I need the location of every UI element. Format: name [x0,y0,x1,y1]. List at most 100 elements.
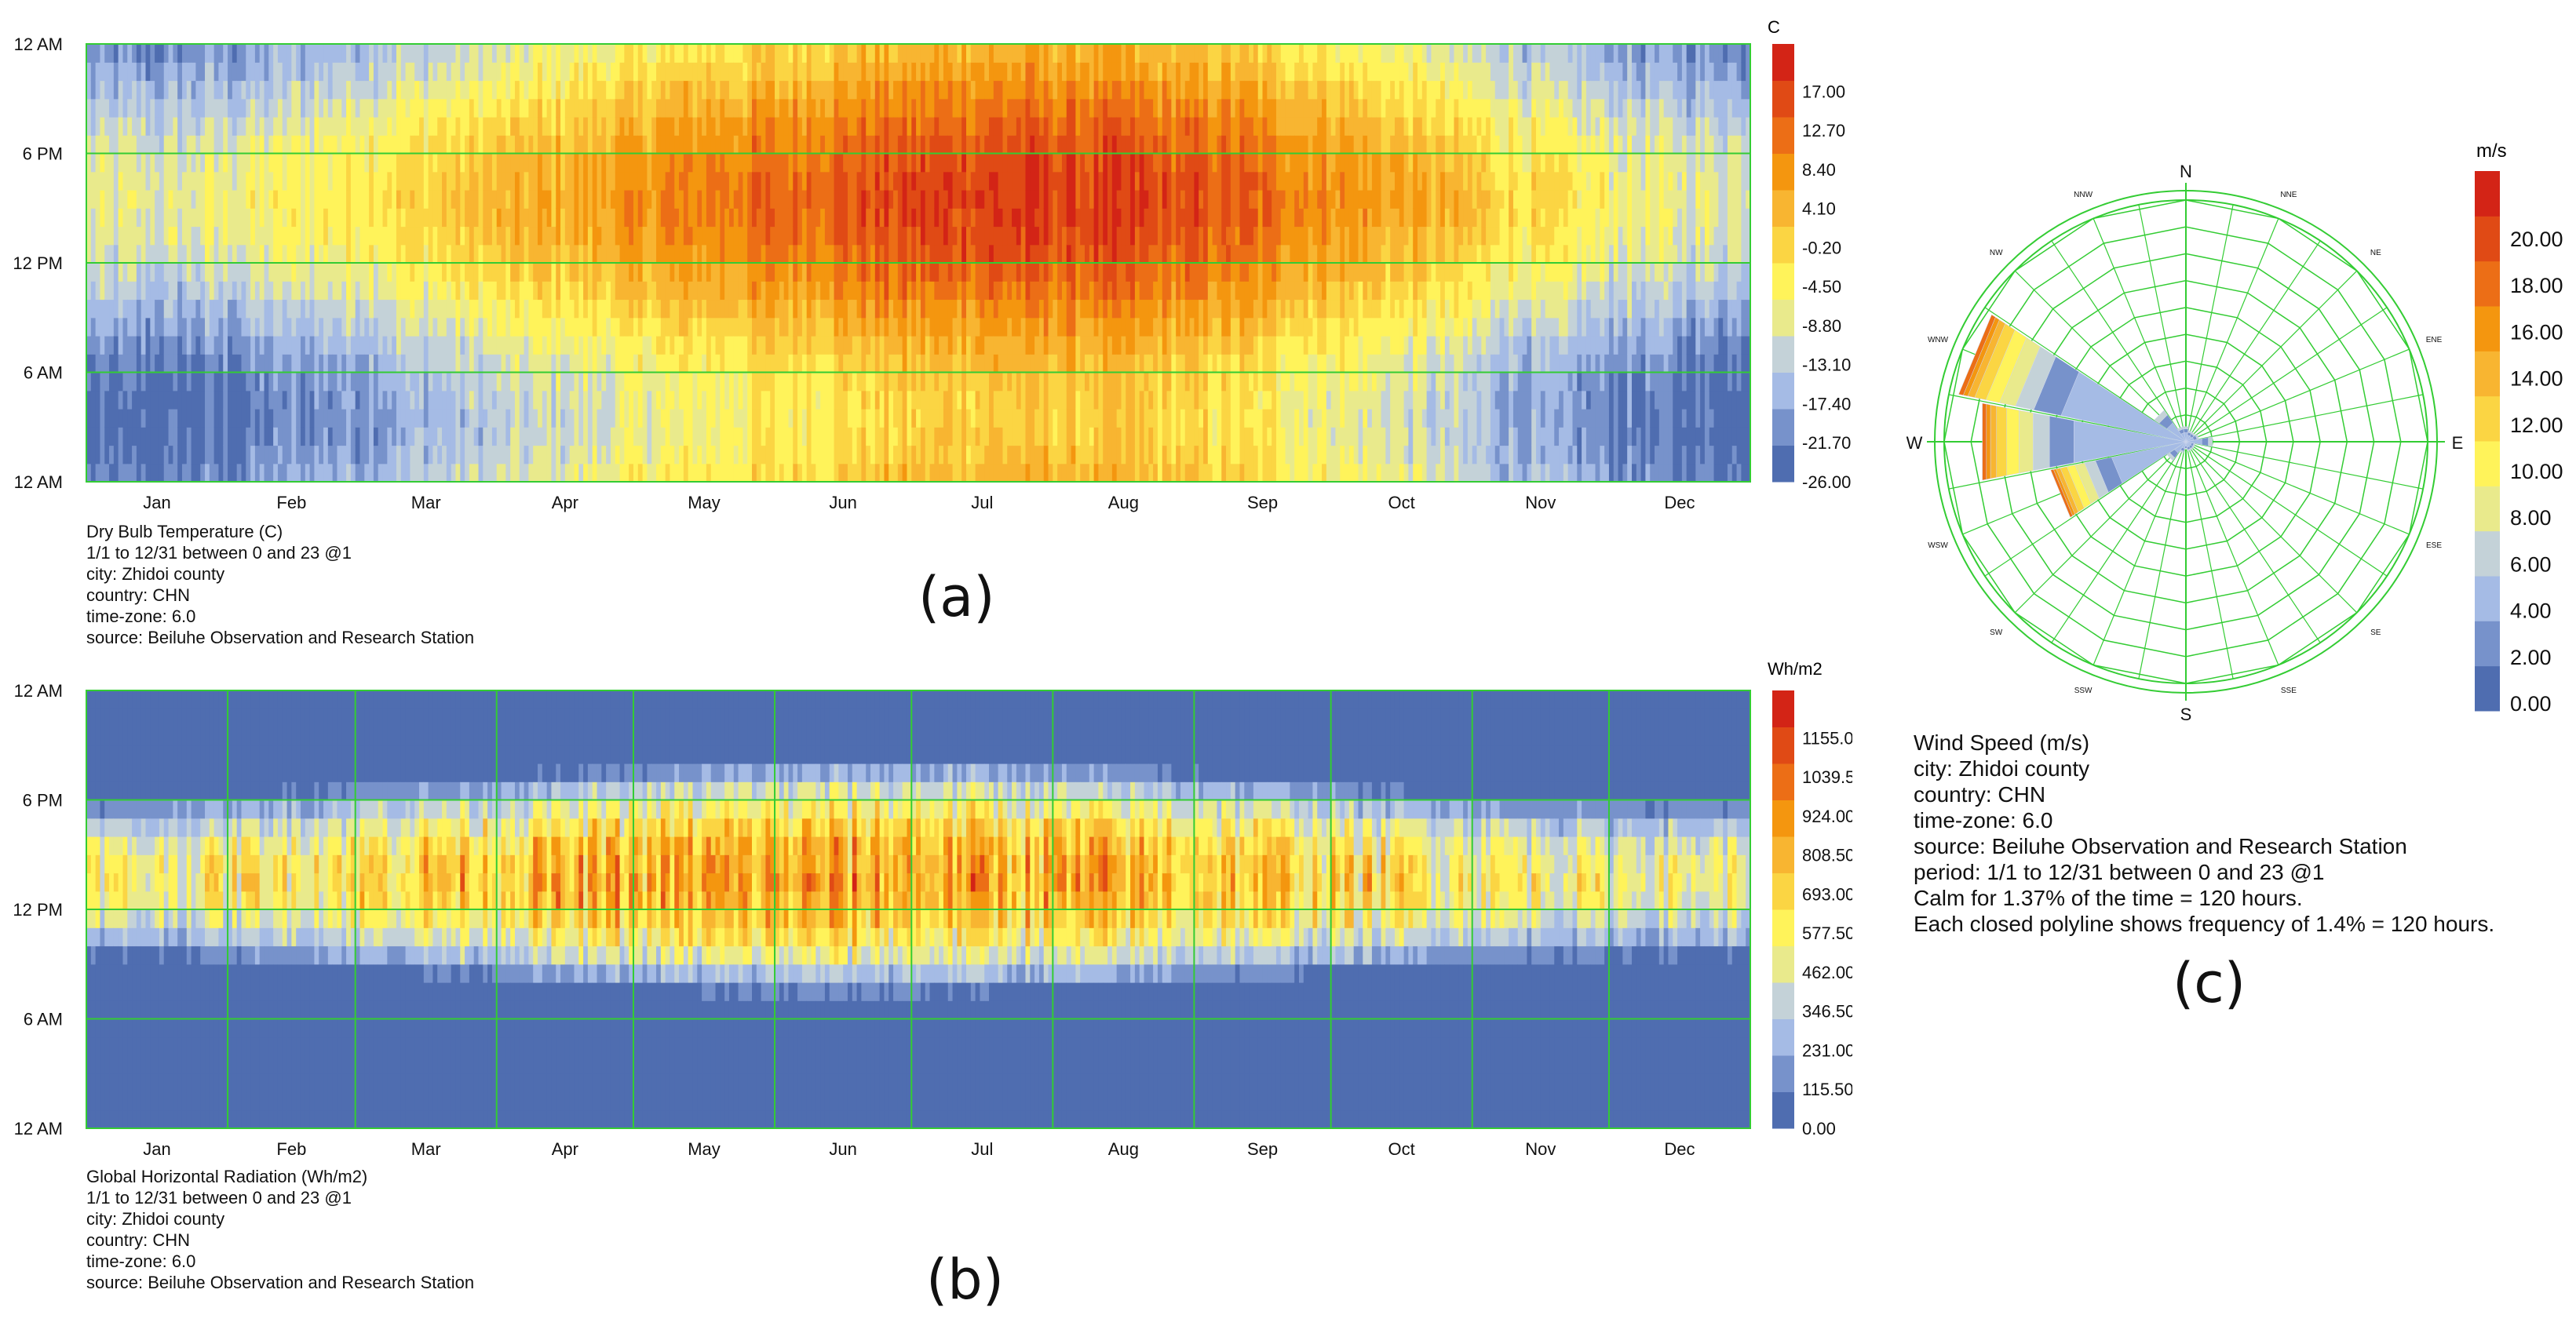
heatmap-cell [378,62,384,82]
heatmap-cell [688,153,694,173]
heatmap-cell [350,153,356,173]
heatmap-cell [1020,463,1027,483]
heatmap-cell [733,463,739,483]
heatmap-cell [528,263,534,282]
heatmap-cell [615,98,621,118]
heatmap-cell [273,409,279,428]
heatmap-cell [282,372,288,392]
heatmap-cell [556,263,561,282]
heatmap-cell [715,80,721,100]
heatmap-cell [752,153,757,173]
heatmap-cell [866,62,871,82]
heatmap-cell [775,190,780,209]
heatmap-cell [414,263,420,282]
heatmap-cell [177,336,183,355]
heatmap-cell [241,44,246,63]
heatmap-cell [551,336,556,355]
heatmap-cell [505,427,511,446]
heatmap-cell [706,44,712,63]
heatmap-cell [369,135,374,155]
heatmap-cell [947,445,954,464]
heatmap-cell [847,336,853,355]
heatmap-cell [405,317,410,337]
heatmap-cell [801,98,808,118]
heatmap-cell [775,281,780,301]
heatmap-cell [373,299,379,319]
heatmap-cell [925,62,931,82]
heatmap-cell [410,226,415,246]
heatmap-cell [104,171,110,191]
heatmap-cell [706,263,712,282]
heatmap-cell [879,299,885,319]
heatmap-cell [702,263,707,282]
heatmap-cell [847,390,853,410]
heatmap-cell [191,153,196,173]
heatmap-cell [674,372,680,392]
heatmap-cell [373,117,379,136]
heatmap-cell [888,427,894,446]
heatmap-cell [524,171,529,191]
heatmap-cell [993,226,999,246]
heatmap-cell [624,336,629,355]
heatmap-cell [929,427,935,446]
heatmap-cell [268,409,274,428]
heatmap-cell [998,208,1004,228]
heatmap-cell [888,171,894,191]
heatmap-cell [583,62,589,82]
heatmap-cell [998,135,1004,155]
heatmap-cell [136,98,142,118]
heatmap-cell [888,62,894,82]
heatmap-cell [305,317,311,337]
heatmap-cell [597,135,602,155]
heatmap-cell [783,98,790,118]
heatmap-cell [296,463,301,483]
heatmap-cell [538,427,543,446]
heatmap-cell [1030,354,1035,373]
heatmap-cell [674,190,680,209]
heatmap-cell [487,336,493,355]
heatmap-cell [496,62,502,82]
heatmap-cell [829,44,835,63]
heatmap-cell [670,135,675,155]
heatmap-cell [200,299,206,319]
heatmap-cell [843,427,848,446]
heatmap-cell [679,135,684,155]
heatmap-cell [95,317,101,337]
heatmap-cell [505,299,511,319]
heatmap-cell [140,244,147,264]
heatmap-cell [291,171,297,191]
heatmap-cell [761,427,767,446]
heatmap-cell [432,244,438,264]
heatmap-cell [970,62,976,82]
heatmap-cell [888,153,894,173]
heatmap-cell [296,190,301,209]
heatmap-cell [327,336,334,355]
heatmap-cell [246,299,251,319]
heatmap-cell [642,98,648,118]
heatmap-cell [633,281,639,301]
heatmap-cell [683,299,689,319]
heatmap-cell [907,390,912,410]
heatmap-cell [442,390,447,410]
heatmap-cell [86,409,92,428]
heatmap-cell [305,263,311,282]
heatmap-cell [811,117,816,136]
heatmap-cell [893,208,899,228]
heatmap-cell [305,409,311,428]
heatmap-cell [788,372,794,392]
heatmap-cell [264,299,269,319]
heatmap-cell [770,98,775,118]
heatmap-cell [866,445,871,464]
heatmap-cell [907,263,912,282]
heatmap-cell [564,226,571,246]
heatmap-cell [387,208,392,228]
heatmap-cell [619,445,625,464]
heatmap-cell [501,80,506,100]
heatmap-cell [1002,263,1008,282]
heatmap-cell [145,226,151,246]
heatmap-cell [688,208,694,228]
heatmap-cell [155,317,160,337]
heatmap-cell [811,336,816,355]
heatmap-cell [546,117,553,136]
heatmap-cell [801,354,808,373]
